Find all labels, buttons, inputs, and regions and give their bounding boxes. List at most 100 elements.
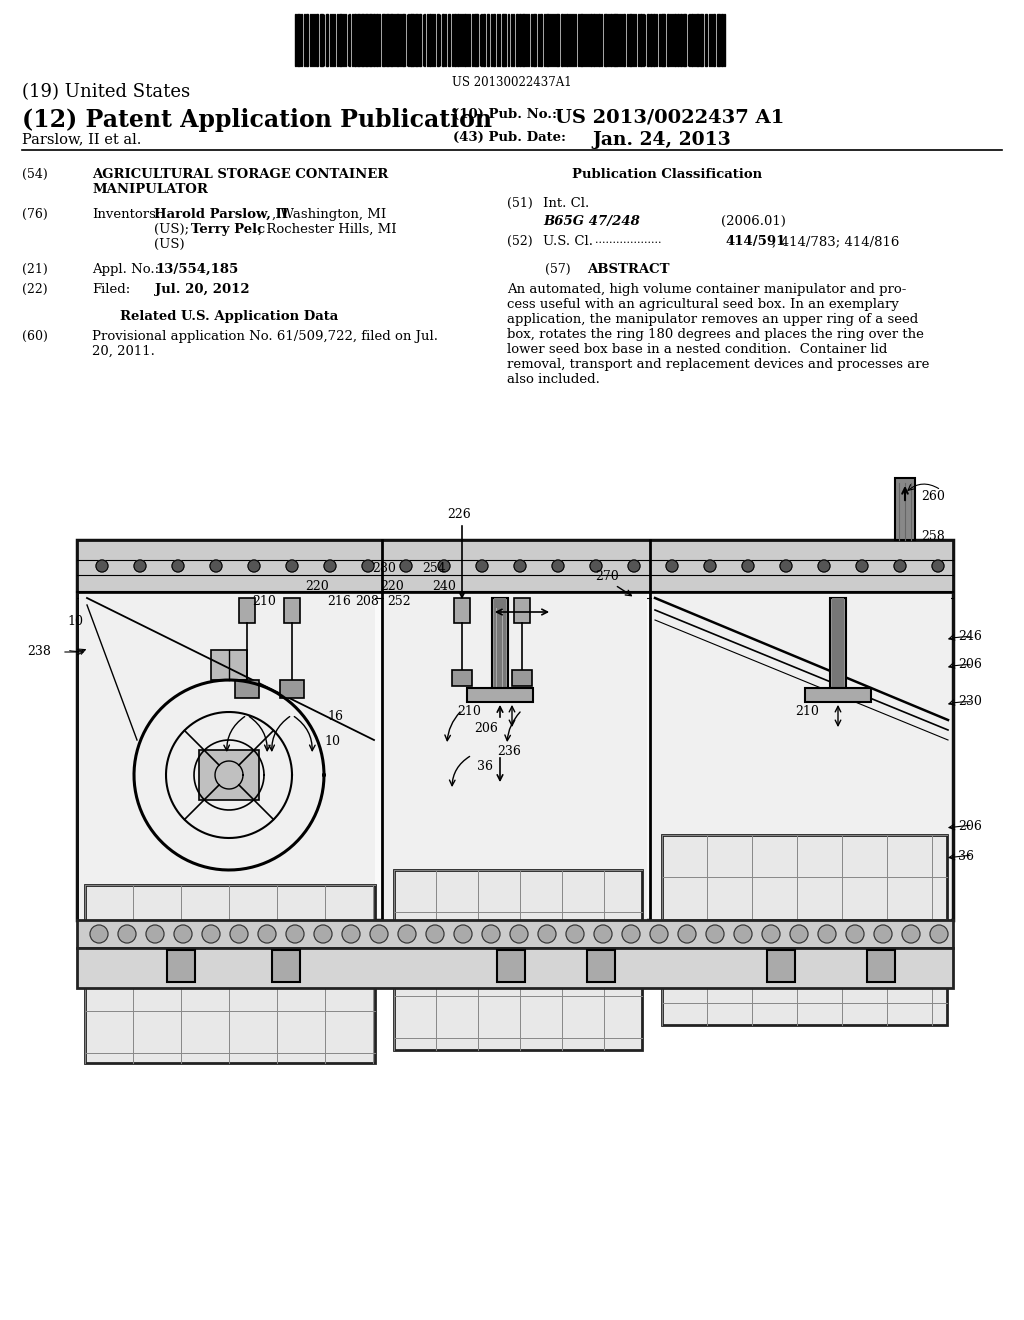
Text: 230: 230 (958, 696, 982, 708)
Circle shape (342, 925, 360, 942)
Text: 260: 260 (921, 490, 945, 503)
Bar (556, 15, 559, 66)
Text: 206: 206 (958, 657, 982, 671)
Bar (493, 15, 496, 66)
Bar (530, 15, 532, 66)
Bar (512, 671, 532, 686)
Circle shape (622, 925, 640, 942)
Bar (419, 15, 422, 66)
Text: 210: 210 (457, 705, 481, 718)
Circle shape (594, 925, 612, 942)
Bar (469, 15, 470, 66)
Bar (458, 15, 459, 66)
Circle shape (666, 560, 678, 572)
Text: (10) Pub. No.:: (10) Pub. No.: (453, 108, 557, 121)
Bar (77, 920, 953, 948)
Bar (516, 15, 518, 66)
Circle shape (706, 925, 724, 942)
Bar (239, 598, 255, 623)
Text: (52): (52) (507, 235, 532, 248)
Bar (508, 15, 509, 66)
Text: 220: 220 (380, 579, 403, 593)
Circle shape (210, 560, 222, 572)
Text: Publication Classification: Publication Classification (572, 168, 762, 181)
Circle shape (438, 560, 450, 572)
Bar (597, 15, 600, 66)
Text: Appl. No.:: Appl. No.: (92, 263, 159, 276)
Circle shape (146, 925, 164, 942)
Bar (629, 15, 632, 66)
Text: 246: 246 (958, 630, 982, 643)
Circle shape (314, 925, 332, 942)
Text: Jan. 24, 2013: Jan. 24, 2013 (592, 131, 731, 149)
Text: 36: 36 (958, 850, 974, 863)
Bar (604, 15, 606, 66)
Bar (319, 15, 323, 66)
Bar (199, 750, 259, 800)
Circle shape (248, 560, 260, 572)
Text: (43) Pub. Date:: (43) Pub. Date: (453, 131, 566, 144)
Text: 208: 208 (355, 595, 379, 609)
Text: 236: 236 (497, 744, 521, 758)
Circle shape (90, 925, 108, 942)
Circle shape (134, 560, 146, 572)
Bar (357, 15, 360, 66)
Text: (21): (21) (22, 263, 48, 276)
Circle shape (762, 925, 780, 942)
Bar (615, 15, 618, 66)
Circle shape (818, 925, 836, 942)
Text: U.S. Cl.: U.S. Cl. (543, 235, 593, 248)
Circle shape (930, 925, 948, 942)
Bar (454, 598, 470, 623)
Circle shape (705, 560, 716, 572)
Bar (696, 15, 699, 66)
Text: 252: 252 (387, 595, 411, 609)
Bar (434, 15, 435, 66)
Bar (610, 15, 612, 66)
Text: , Washington, MI: , Washington, MI (272, 209, 386, 220)
Circle shape (510, 925, 528, 942)
Text: (22): (22) (22, 282, 48, 296)
Text: lower seed box base in a nested condition.  Container lid: lower seed box base in a nested conditio… (507, 343, 888, 356)
Bar (831, 598, 844, 688)
Bar (895, 478, 915, 540)
Bar (211, 649, 247, 680)
Bar (374, 15, 375, 66)
Bar (79, 594, 375, 920)
Circle shape (780, 560, 792, 572)
Text: 206: 206 (474, 722, 498, 735)
Circle shape (476, 560, 488, 572)
Bar (867, 950, 895, 982)
Bar (396, 15, 398, 66)
Bar (361, 15, 365, 66)
Text: 210: 210 (795, 705, 819, 718)
Text: (76): (76) (22, 209, 48, 220)
Bar (662, 15, 664, 66)
Circle shape (628, 560, 640, 572)
Bar (486, 15, 489, 66)
Text: 20, 2011.: 20, 2011. (92, 345, 155, 358)
Text: 240: 240 (432, 579, 456, 593)
Text: B65G 47/248: B65G 47/248 (543, 215, 640, 228)
Bar (504, 15, 506, 66)
Text: (54): (54) (22, 168, 48, 181)
Circle shape (678, 925, 696, 942)
Bar (447, 15, 451, 66)
Text: Int. Cl.: Int. Cl. (543, 197, 589, 210)
Bar (709, 15, 710, 66)
Bar (587, 950, 615, 982)
Bar (467, 688, 534, 702)
Circle shape (902, 925, 920, 942)
Bar (652, 594, 951, 920)
Bar (677, 15, 679, 66)
Bar (683, 15, 685, 66)
Bar (280, 680, 304, 698)
Circle shape (874, 925, 892, 942)
Text: also included.: also included. (507, 374, 600, 385)
Bar (442, 15, 444, 66)
Circle shape (932, 560, 944, 572)
Bar (705, 15, 707, 66)
Text: (2006.01): (2006.01) (721, 215, 785, 228)
Bar (429, 15, 431, 66)
Circle shape (734, 925, 752, 942)
